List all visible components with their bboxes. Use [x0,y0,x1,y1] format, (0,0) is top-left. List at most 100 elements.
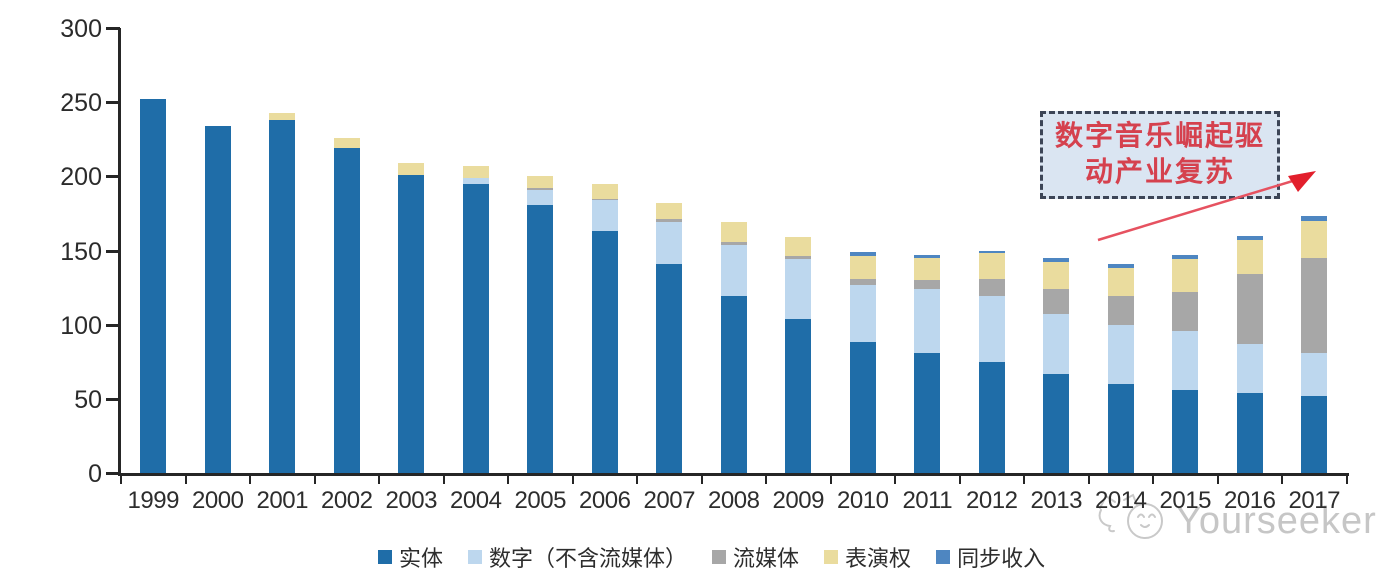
y-axis-tick-label: 250 [60,89,102,118]
segment-streaming-2013 [1043,289,1070,315]
legend-swatch-digital-excl-streaming [468,550,483,564]
segment-physical-2006 [591,231,618,473]
segment-performance-rights-2005 [527,176,554,189]
legend-item-streaming: 流媒体 [712,541,799,573]
x-axis-tick [313,476,316,484]
segment-streaming-2017 [1301,257,1328,353]
bar-2011 [914,254,941,473]
segment-performance-rights-2004 [462,165,489,178]
segment-streaming-2005 [527,188,554,190]
segment-sync-revenue-2017 [1301,216,1328,221]
y-axis-tick-label: 150 [60,237,102,266]
x-axis-tick [378,476,380,484]
y-axis-tick-label: 0 [88,460,102,488]
legend-label-physical: 实体 [399,546,444,571]
x-axis-label-2005: 2005 [514,487,567,514]
y-axis-tick [106,175,120,179]
x-axis-tick [184,476,187,484]
segment-physical-2017 [1301,395,1328,473]
segment-performance-rights-2008 [720,222,747,242]
bar-2007 [656,203,683,473]
segment-performance-rights-2012 [978,253,1005,279]
bar-2003 [398,162,425,473]
segment-performance-rights-2006 [591,183,618,199]
legend-item-digital-excl-streaming: 数字（不含流媒体） [468,541,687,573]
segment-streaming-2015 [1172,292,1199,331]
x-axis-tick [249,476,251,484]
x-axis-tick [571,476,574,484]
x-axis-label-2017: 2017 [1288,487,1341,514]
x-axis-tick [1216,476,1219,484]
legend-swatch-performance-rights [824,550,839,564]
segment-physical-2003 [398,174,425,473]
x-axis-tick [120,476,122,484]
x-axis-tick [765,476,767,484]
legend-label-digital-excl-streaming: 数字（不含流媒体） [489,546,688,571]
segment-physical-2013 [1043,373,1070,473]
segment-sync-revenue-2013 [1043,257,1070,263]
segment-physical-1999 [140,99,167,473]
segment-digital-excl-streaming-2011 [914,289,941,353]
x-axis-label-2004: 2004 [450,487,502,514]
x-axis-label-2015: 2015 [1159,487,1212,514]
segment-digital-excl-streaming-2008 [720,244,747,297]
x-axis-tick [1281,476,1283,484]
bar-2013 [1043,257,1070,473]
bar-2009 [785,237,812,473]
chart-legend: 实体 数字（不含流媒体） 流媒体 表演权 同步收入 [378,541,1045,573]
segment-performance-rights-2009 [785,237,812,257]
y-axis-tick [106,27,120,30]
bar-1999 [140,99,167,473]
segment-streaming-2010 [849,278,876,285]
legend-swatch-streaming [712,550,727,564]
x-axis-label-2002: 2002 [321,487,373,514]
segment-physical-2008 [720,296,747,473]
y-axis-tick-label: 200 [60,163,102,192]
segment-streaming-2007 [656,219,683,223]
segment-digital-excl-streaming-2007 [656,222,683,264]
segment-physical-2009 [785,318,812,473]
segment-performance-rights-2002 [333,137,360,149]
y-axis-tick [106,397,120,401]
legend-swatch-sync-revenue [936,550,951,564]
legend-item-sync-revenue: 同步收入 [936,541,1045,573]
x-axis-tick [1345,476,1348,484]
segment-sync-revenue-2011 [914,254,941,258]
segment-streaming-2016 [1236,274,1263,344]
segment-performance-rights-2015 [1172,259,1199,293]
segment-digital-excl-streaming-2010 [849,284,876,343]
watermark-brand-text: Yourseeker [1176,500,1377,542]
segment-digital-excl-streaming-2004 [462,177,489,184]
x-axis-label-2011: 2011 [902,487,953,514]
y-axis-tick [106,472,120,475]
bar-2012 [978,250,1005,473]
bar-2006 [591,183,618,473]
yourseeker-logo-icon [1098,493,1163,539]
segment-physical-2007 [656,263,683,473]
bar-2005 [527,176,554,473]
bar-2016 [1236,235,1263,473]
x-axis-label-2009: 2009 [772,487,825,514]
segment-digital-excl-streaming-2017 [1301,352,1328,396]
y-axis-tick [106,249,120,253]
segment-sync-revenue-2012 [978,250,1005,254]
segment-streaming-2011 [914,280,941,290]
segment-physical-2014 [1107,383,1134,473]
x-axis-label-1999: 1999 [127,487,180,514]
y-axis-tick-label: 300 [60,15,102,43]
x-axis-tick [1087,476,1090,484]
segment-performance-rights-2001 [269,112,296,120]
legend-label-streaming: 流媒体 [733,546,800,571]
x-axis-tick [829,476,832,484]
bar-2001 [269,112,296,473]
legend-label-performance-rights: 表演权 [845,546,912,571]
segment-performance-rights-2010 [849,256,876,279]
x-axis-tick [507,476,509,484]
x-axis-tick [894,476,896,484]
x-axis-label-2001: 2001 [256,487,309,514]
segment-sync-revenue-2014 [1107,263,1134,269]
segment-digital-excl-streaming-2015 [1172,330,1199,390]
legend-item-physical: 实体 [378,541,443,573]
segment-physical-2012 [978,361,1005,473]
